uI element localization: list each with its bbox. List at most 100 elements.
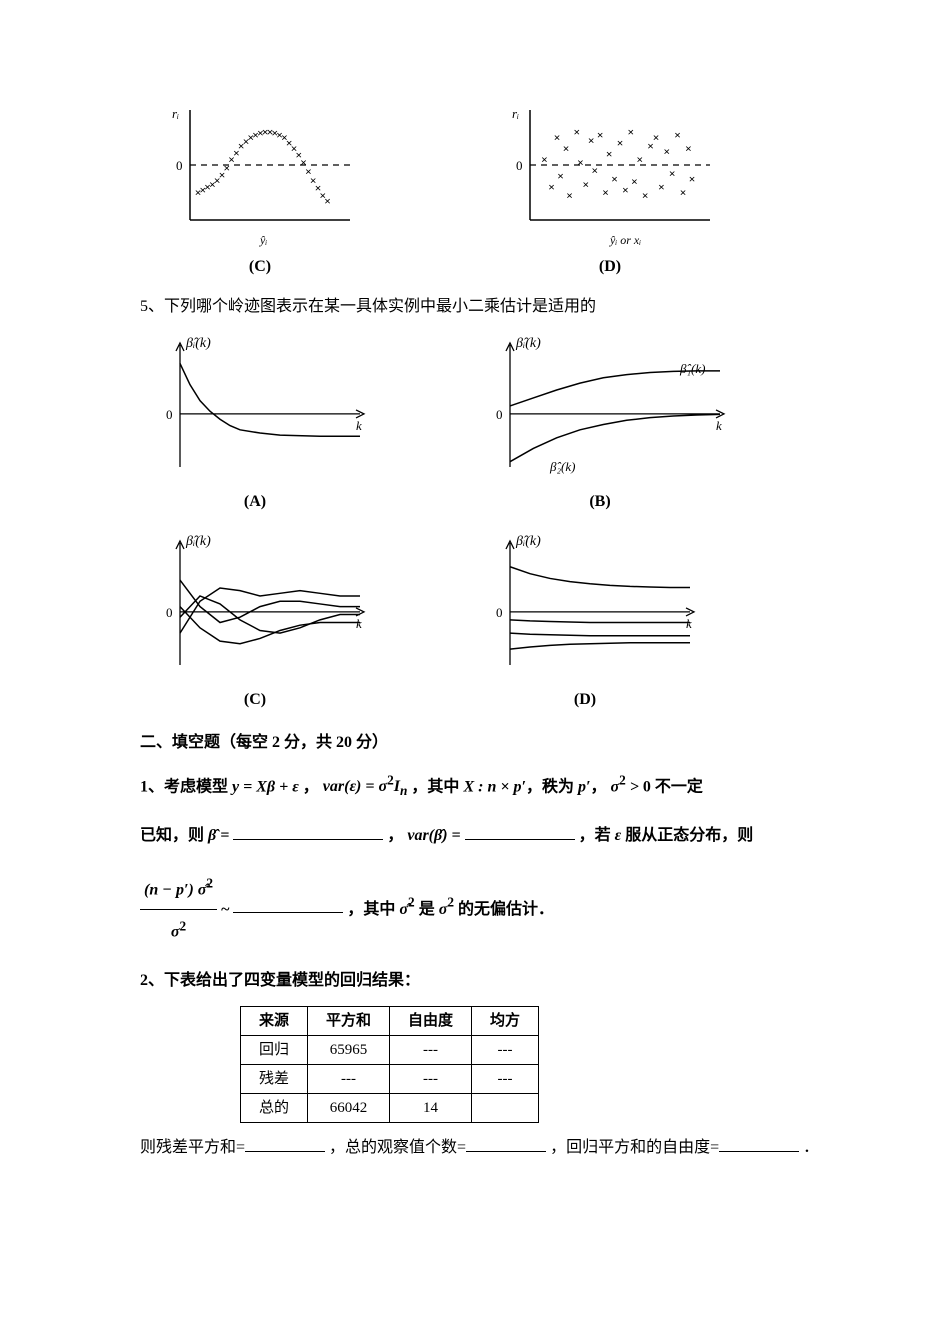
svg-text:rᵢ: rᵢ [512, 106, 519, 121]
svg-text:×: × [548, 180, 555, 194]
svg-text:ŷᵢ or xᵢ: ŷᵢ or xᵢ [609, 233, 641, 247]
table-cell: 14 [390, 1093, 472, 1122]
svg-text:×: × [541, 153, 548, 167]
section2-heading: 二、填空题（每空 2 分，共 20 分） [140, 730, 825, 756]
svg-text:×: × [663, 144, 670, 158]
svg-text:×: × [554, 131, 561, 145]
residual-plot-d: 0rᵢŷᵢ or xᵢ×××××××××××××××××××××××××××××… [500, 100, 720, 280]
svg-text:0: 0 [496, 605, 503, 620]
s2-q1-prefix: 1、考虑模型 [140, 778, 232, 795]
svg-text:ŷᵢ: ŷᵢ [259, 233, 267, 247]
q5-plot-c: 0β̂ᵢ(k)k (C) [140, 529, 370, 713]
svg-text:×: × [577, 155, 584, 169]
q5-plot-d: 0 β̂ᵢ(k) k (D) [470, 529, 700, 713]
s2-q1-tail3: ，其中 σ̂2 是 σ2 的无偏估计． [347, 900, 554, 917]
table-cell: --- [390, 1035, 472, 1064]
s2-q2-tail: 则残差平方和= ，总的观察值个数= ，回归平方和的自由度= ． [140, 1135, 825, 1161]
svg-text:×: × [622, 183, 629, 197]
blank-varbeta [465, 823, 575, 840]
table-cell: --- [472, 1064, 539, 1093]
s2-q1-mid: ，其中 X : n × p′，秩为 p′， σ2 > 0 不一定 [411, 778, 703, 795]
svg-text:0: 0 [496, 407, 503, 422]
svg-text:rᵢ: rᵢ [172, 106, 179, 121]
svg-text:×: × [636, 153, 643, 167]
s2-q1-vareps: var(ε) = σ2In [323, 778, 408, 795]
table-row: 回归65965------ [241, 1035, 539, 1064]
svg-text:×: × [631, 175, 638, 189]
svg-text:β̂₂(k): β̂₂(k) [549, 459, 575, 474]
svg-text:β̂ᵢ(k): β̂ᵢ(k) [515, 336, 541, 351]
svg-text:0: 0 [176, 158, 183, 173]
svg-text:×: × [588, 133, 595, 147]
s2-q1-known: 已知，则 [140, 827, 208, 844]
q5-plot-b-label: (B) [589, 489, 610, 515]
svg-text:×: × [658, 180, 665, 194]
table-header-row: 来源 平方和 自由度 均方 [241, 1006, 539, 1035]
svg-text:k: k [716, 418, 722, 433]
q5-plot-c-label: (C) [244, 687, 266, 713]
svg-text:×: × [557, 169, 564, 183]
th-source: 来源 [241, 1006, 308, 1035]
residual-plot-d-label: (D) [599, 254, 621, 280]
svg-text:×: × [606, 147, 613, 161]
table-row: 总的6604214 [241, 1093, 539, 1122]
svg-text:×: × [642, 188, 649, 202]
svg-text:×: × [563, 142, 570, 156]
s2-q1-frac-den: σ2 [140, 910, 217, 952]
svg-text:k: k [686, 616, 692, 631]
residual-plot-c: 0rᵢŷᵢ×××××××××××××××××××××××××××× (C) [160, 100, 360, 280]
s2-q1-frac: (n − p′) σ̂2 σ2 [140, 868, 217, 952]
svg-text:×: × [602, 186, 609, 200]
th-ms: 均方 [472, 1006, 539, 1035]
svg-text:×: × [582, 177, 589, 191]
s2-q1-tilde: ~ [221, 900, 233, 917]
s2-q1-tail2: ，若 ε 服从正态分布，则 [579, 827, 754, 844]
table-cell: --- [308, 1064, 390, 1093]
s2-q1-line2: 已知，则 β̂ = ， var(β̂) = ，若 ε 服从正态分布，则 [140, 817, 825, 855]
svg-text:β̂₁(k): β̂₁(k) [679, 361, 705, 376]
svg-text:k: k [356, 418, 362, 433]
svg-text:×: × [597, 128, 604, 142]
residual-plots-row: 0rᵢŷᵢ×××××××××××××××××××××××××××× (C) 0r… [160, 100, 825, 280]
q5-plot-d-label: (D) [574, 687, 596, 713]
svg-text:×: × [566, 188, 573, 202]
svg-text:×: × [324, 194, 331, 208]
s2-q2-t2: ，回归平方和的自由度= [550, 1139, 719, 1156]
svg-text:0: 0 [166, 605, 173, 620]
q5-text: 5、下列哪个岭迹图表示在某一具体实例中最小二乘估计是适用的 [140, 294, 825, 320]
th-df: 自由度 [390, 1006, 472, 1035]
svg-text:×: × [689, 172, 696, 186]
svg-text:0: 0 [516, 158, 523, 173]
table-cell: 65965 [308, 1035, 390, 1064]
s2-q1-line1: 1、考虑模型 y = Xβ + ε ， var(ε) = σ2In ，其中 X … [140, 768, 825, 805]
blank-betahat [233, 823, 383, 840]
svg-text:×: × [653, 131, 660, 145]
blank-n [466, 1135, 546, 1152]
anova-table: 来源 平方和 自由度 均方 回归65965------残差---------总的… [240, 1006, 539, 1123]
table-cell: 残差 [241, 1064, 308, 1093]
table-cell [472, 1093, 539, 1122]
table-row: 残差--------- [241, 1064, 539, 1093]
blank-dist [233, 896, 343, 913]
svg-text:×: × [674, 128, 681, 142]
residual-plot-c-label: (C) [249, 254, 271, 280]
s2-q2-t1: ，总的观察值个数= [329, 1139, 466, 1156]
s2-q1-betahat: β̂ = [208, 827, 229, 844]
q5-plot-b: 0 β̂ᵢ(k) k β̂₁(k) β̂₂(k) (B) [470, 331, 730, 515]
svg-text:×: × [680, 186, 687, 200]
s2-q2-t3: ． [803, 1139, 819, 1156]
blank-ess [245, 1135, 325, 1152]
s2-q1-comma1: ， [303, 778, 323, 795]
s2-q1-frac-num: (n − p′) σ̂2 [140, 868, 217, 911]
svg-text:×: × [591, 164, 598, 178]
s2-q2-t0: 则残差平方和= [140, 1139, 245, 1156]
svg-text:0: 0 [166, 407, 173, 422]
table-cell: 66042 [308, 1093, 390, 1122]
th-ss: 平方和 [308, 1006, 390, 1035]
svg-text:×: × [611, 172, 618, 186]
s2-q1-varbeta: var(β̂) = [407, 827, 460, 844]
q5-plot-a-label: (A) [244, 489, 266, 515]
svg-text:β̂ᵢ(k): β̂ᵢ(k) [515, 534, 541, 549]
s2-q1-line3: (n − p′) σ̂2 σ2 ~ ，其中 σ̂2 是 σ2 的无偏估计． [140, 868, 825, 952]
blank-dfr [719, 1135, 799, 1152]
